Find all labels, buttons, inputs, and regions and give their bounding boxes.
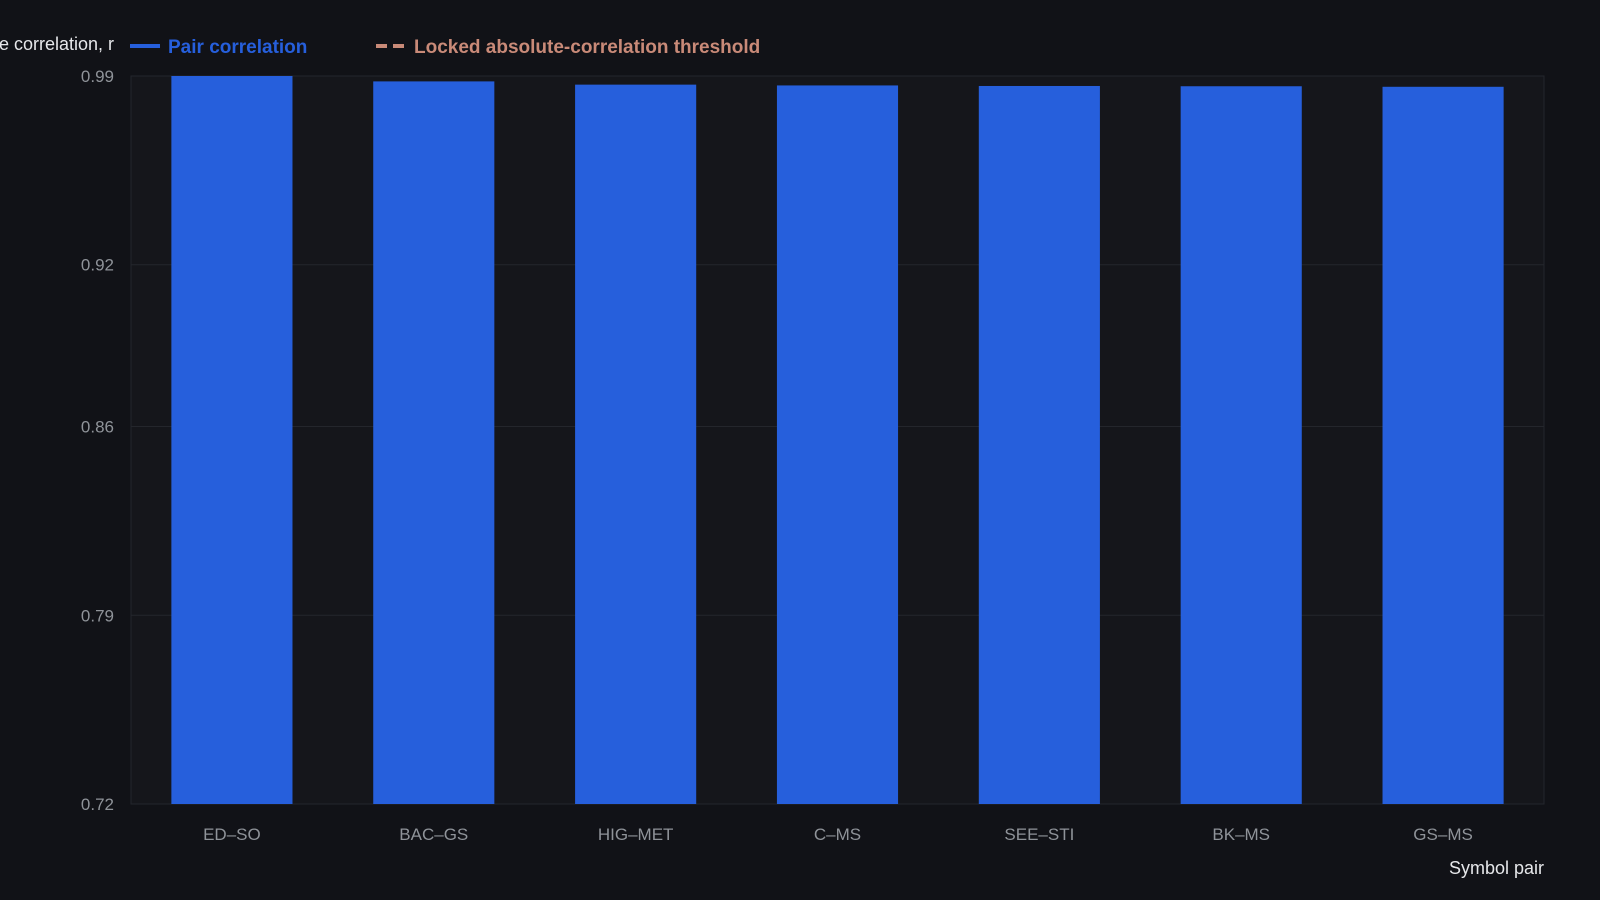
legend-label-threshold: Locked absolute-correlation threshold	[414, 37, 760, 58]
legend-label-pair-correlation: Pair correlation	[168, 37, 307, 58]
y-tick-label: 0.79	[81, 606, 114, 625]
x-tick-label: GS–MS	[1413, 825, 1473, 844]
x-tick-label: BK–MS	[1212, 825, 1270, 844]
bar	[1382, 86, 1504, 805]
bar	[776, 85, 899, 805]
x-axis-title: Symbol pair	[1449, 858, 1544, 878]
x-axis-ticks: ED–SO BAC–GS HIG–MET C–MS SEE–STI BK–MS GS–MS	[203, 825, 1473, 844]
x-tick-label: HIG–MET	[598, 825, 674, 844]
y-axis-ticks: 0.72 0.79 0.86 0.92 0.99	[81, 67, 114, 814]
bar	[171, 76, 293, 804]
x-tick-label: ED–SO	[203, 825, 261, 844]
y-tick-label: 0.86	[81, 418, 114, 437]
bar	[575, 84, 697, 804]
bar	[1180, 86, 1302, 805]
x-tick-label: BAC–GS	[399, 825, 468, 844]
x-tick-label: C–MS	[814, 825, 861, 844]
legend: Pair correlation Locked absolute-correla…	[130, 37, 760, 58]
y-axis-title: Absolute correlation, r	[0, 34, 114, 54]
y-tick-label: 0.92	[81, 256, 114, 275]
y-tick-label: 0.99	[81, 67, 114, 86]
y-tick-label: 0.72	[81, 795, 114, 814]
bar	[373, 81, 495, 805]
x-tick-label: SEE–STI	[1004, 825, 1074, 844]
bar	[978, 85, 1100, 804]
bars	[171, 76, 1504, 805]
